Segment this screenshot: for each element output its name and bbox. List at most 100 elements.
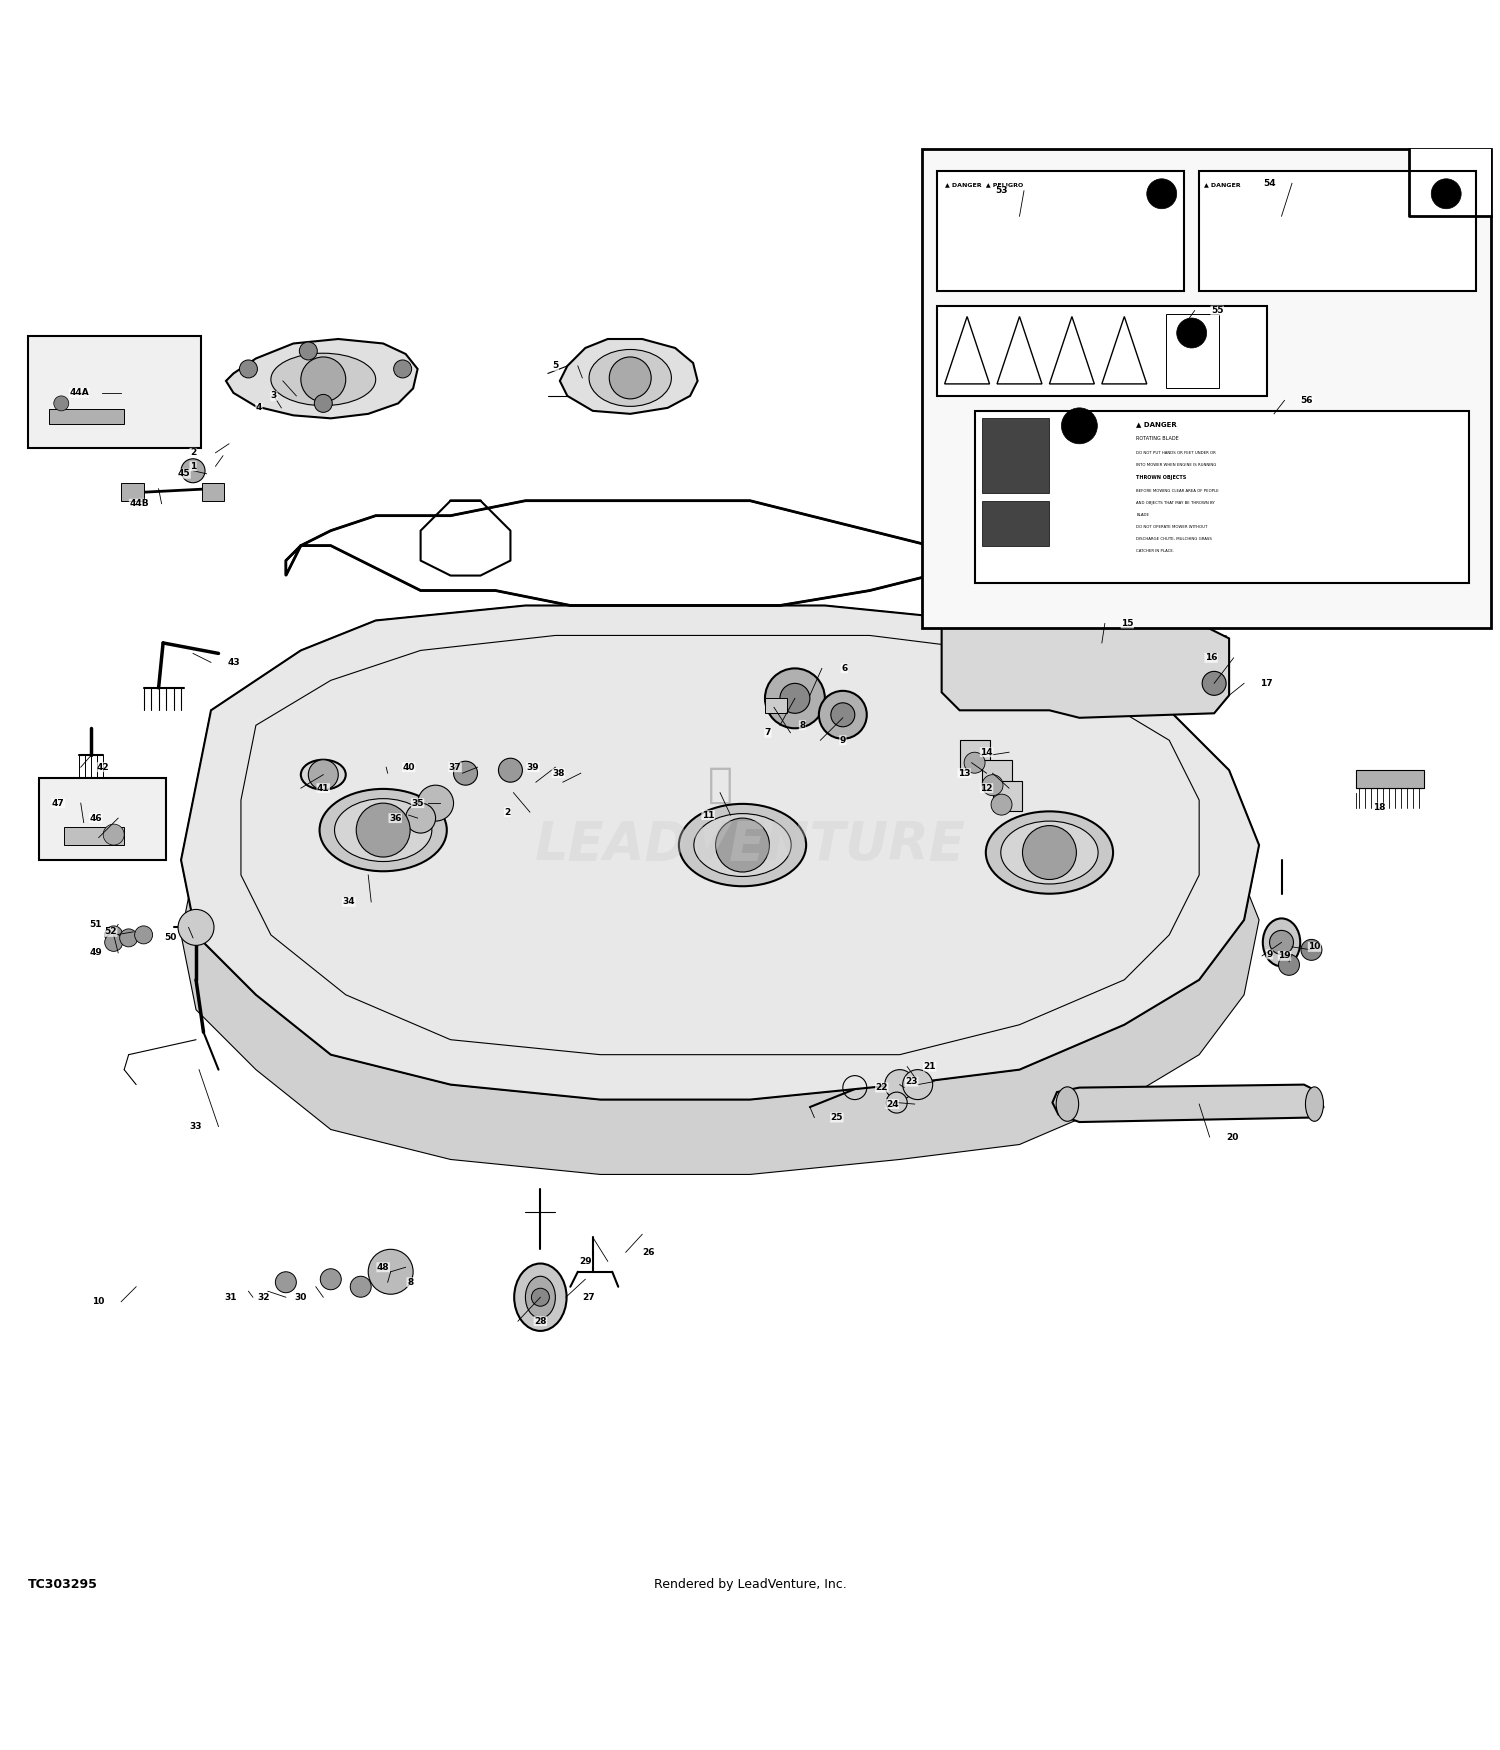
Text: 34: 34 [342,898,355,906]
Circle shape [1176,318,1206,348]
Circle shape [609,357,651,399]
Circle shape [356,803,410,858]
Circle shape [1278,954,1299,975]
Circle shape [350,1276,370,1297]
Text: 25: 25 [831,1113,843,1122]
Bar [765,698,788,714]
Circle shape [498,758,522,782]
Text: 22: 22 [876,1083,888,1092]
Ellipse shape [334,798,432,861]
Text: 🔥: 🔥 [708,765,732,807]
Text: 9: 9 [840,735,846,746]
Text: ▲ DANGER  ▲ PELIGRO: ▲ DANGER ▲ PELIGRO [945,182,1023,187]
Circle shape [1431,178,1461,208]
Circle shape [300,341,318,360]
Circle shape [417,786,453,821]
Circle shape [135,926,153,943]
Circle shape [240,360,258,378]
Text: 46: 46 [90,814,102,822]
Text: 50: 50 [165,933,177,943]
Bar [938,172,1184,290]
Text: 38: 38 [552,768,564,777]
Circle shape [1148,178,1176,208]
Circle shape [315,394,333,413]
Text: 47: 47 [53,798,64,808]
Text: 9: 9 [1266,950,1272,959]
Circle shape [1062,408,1098,444]
Text: 40: 40 [402,763,416,772]
Ellipse shape [590,350,672,406]
Polygon shape [182,606,1258,1174]
Circle shape [405,803,435,833]
Text: 37: 37 [448,763,462,772]
Text: 33: 33 [190,1122,202,1130]
Text: 30: 30 [294,1293,307,1302]
Circle shape [393,360,411,378]
Text: 20: 20 [1226,1132,1239,1141]
Polygon shape [182,606,1258,1099]
Text: 2: 2 [504,807,510,817]
Ellipse shape [986,812,1113,894]
Text: 15: 15 [1120,620,1134,628]
Text: 11: 11 [702,810,714,819]
Text: DO NOT OPERATE MOWER WITHOUT: DO NOT OPERATE MOWER WITHOUT [1137,525,1208,528]
Circle shape [982,775,1004,796]
Ellipse shape [694,814,790,877]
Text: 53: 53 [996,186,1008,196]
Text: 51: 51 [90,920,102,929]
Text: 28: 28 [534,1316,546,1326]
Text: 12: 12 [981,784,993,793]
Text: 36: 36 [388,814,402,822]
Bar [960,740,990,770]
Text: 2: 2 [190,448,196,457]
Text: 17: 17 [1260,679,1274,688]
Circle shape [531,1288,549,1306]
Bar [1166,313,1218,388]
Text: TC303295: TC303295 [28,1578,98,1591]
Text: DISCHARGE CHUTE, MULCHING GRASS: DISCHARGE CHUTE, MULCHING GRASS [1137,537,1212,541]
Text: 16: 16 [1204,653,1218,663]
Bar [975,411,1468,583]
Circle shape [368,1250,413,1295]
Text: ▲ DANGER: ▲ DANGER [1137,422,1178,427]
Circle shape [765,668,825,728]
Text: AND OBJECTS THAT MAY BE THROWN BY: AND OBJECTS THAT MAY BE THROWN BY [1137,500,1215,504]
Text: 21: 21 [924,1062,936,1071]
Bar [39,777,166,859]
Circle shape [453,761,477,786]
Circle shape [309,760,339,789]
Ellipse shape [1305,1087,1323,1122]
Ellipse shape [680,803,806,886]
Text: 26: 26 [642,1248,654,1256]
Ellipse shape [272,354,375,406]
Circle shape [964,752,986,774]
Text: ROTATING BLADE: ROTATING BLADE [1137,436,1179,441]
Text: 41: 41 [316,784,330,793]
Text: 42: 42 [98,763,109,772]
Text: 27: 27 [582,1293,594,1302]
Bar [993,780,1023,810]
Circle shape [1300,940,1322,961]
Text: 18: 18 [1372,803,1384,812]
Text: 6: 6 [842,663,848,674]
Polygon shape [1408,149,1491,217]
Circle shape [178,910,214,945]
Text: 54: 54 [1263,178,1276,187]
Text: 8: 8 [800,721,806,730]
Circle shape [903,1069,933,1099]
Circle shape [885,1069,915,1099]
Text: THROWN OBJECTS: THROWN OBJECTS [1137,476,1186,480]
Bar [122,483,144,500]
Circle shape [716,817,770,872]
Text: DO NOT PUT HANDS OR FEET UNDER OR: DO NOT PUT HANDS OR FEET UNDER OR [1137,452,1216,455]
Circle shape [321,1269,342,1290]
Bar [50,410,124,423]
Text: 10: 10 [1308,942,1320,952]
Text: 1: 1 [190,462,196,471]
Text: 14: 14 [980,747,993,756]
Ellipse shape [302,760,345,789]
Ellipse shape [320,789,447,872]
Text: 7: 7 [765,728,771,737]
Circle shape [1023,826,1077,880]
Text: 19: 19 [1278,952,1292,961]
